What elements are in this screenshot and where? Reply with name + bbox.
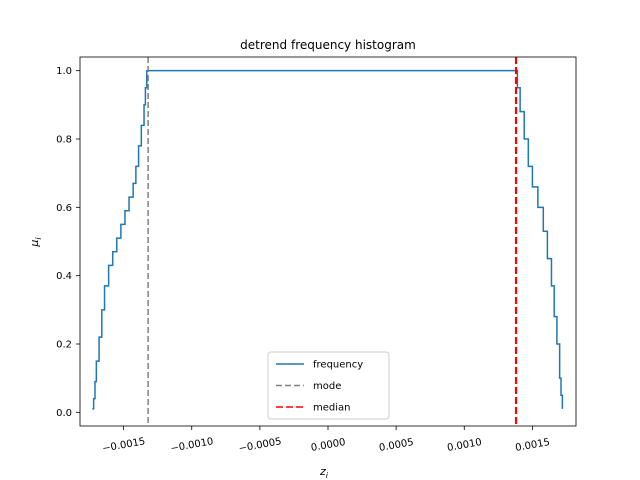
legend-label-median: median <box>313 403 351 414</box>
y-axis: 0.0 0.2 0.4 0.6 0.8 1.0 <box>56 66 80 419</box>
legend-label-mode: mode <box>313 381 341 392</box>
x-axis-label: zi <box>319 465 329 480</box>
y-tick-label: 0.6 <box>56 203 72 214</box>
y-tick-label: 0.2 <box>56 340 72 351</box>
legend-label-frequency: frequency <box>313 360 363 371</box>
x-axis: −0.0015 −0.0010 −0.0005 0.0000 0.0005 0.0010 0… <box>102 426 551 455</box>
plot-area <box>79 56 577 427</box>
legend-box <box>267 351 390 420</box>
y-tick-label: 0.8 <box>56 135 72 146</box>
y-axis-label: μi <box>28 237 43 248</box>
legend: frequency mode median <box>267 351 390 420</box>
y-tick-label: 1.0 <box>56 66 72 77</box>
y-tick-label: 0.0 <box>56 408 72 419</box>
chart-title: detrend frequency histogram <box>240 38 416 52</box>
series-line-frequency <box>92 69 564 410</box>
y-tick-label: 0.4 <box>56 271 72 282</box>
